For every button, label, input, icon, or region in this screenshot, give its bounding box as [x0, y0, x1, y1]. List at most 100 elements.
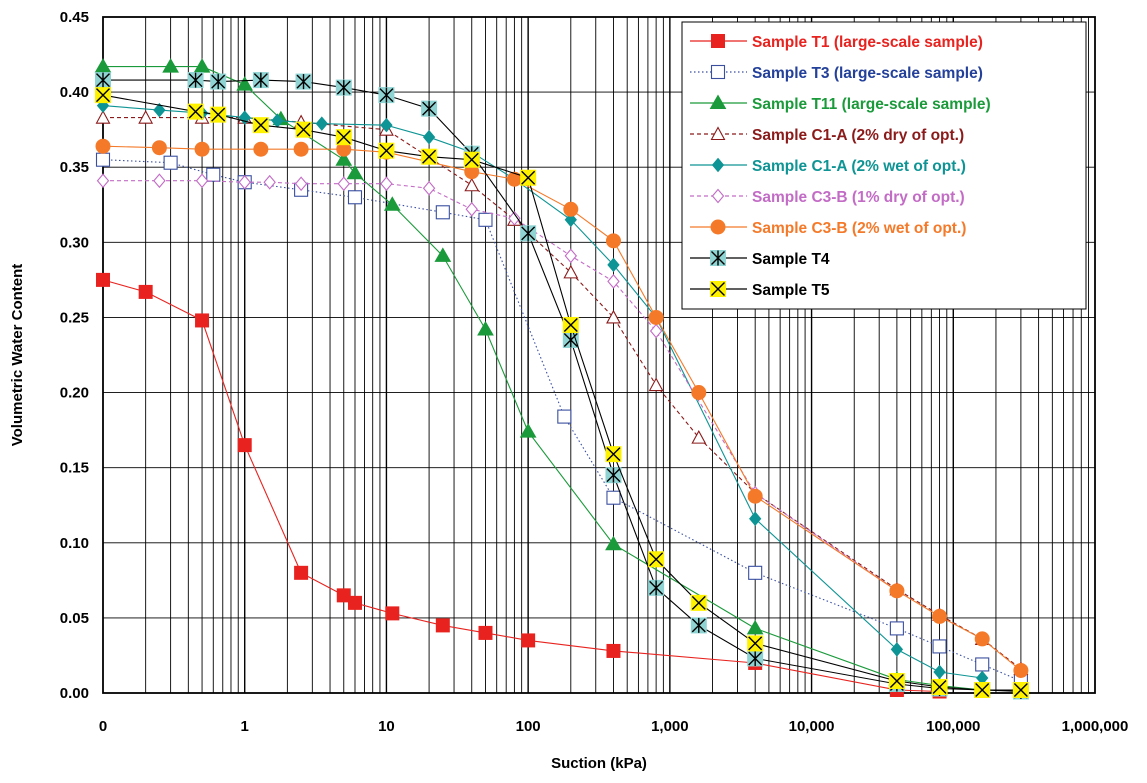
data-point [564, 212, 577, 228]
y-tick-label: 0.15 [60, 460, 89, 477]
data-point [748, 565, 763, 580]
data-point [932, 639, 947, 654]
data-point [463, 151, 480, 168]
data-point [336, 588, 351, 603]
y-tick-label: 0.10 [60, 535, 89, 552]
legend-item: Sample T11 (large-scale sample) [690, 94, 991, 113]
data-point [153, 173, 166, 189]
legend-marker [710, 126, 726, 141]
series-line [103, 180, 898, 592]
data-point [94, 58, 112, 73]
legend-label: Sample C1-A (2% wet of opt.) [752, 158, 966, 175]
data-point [974, 681, 991, 698]
legend: Sample T1 (large-scale sample) Sample T3 … [681, 21, 1087, 310]
data-point [421, 148, 438, 165]
legend-item: Sample C1-A (2% dry of opt.) [690, 126, 964, 144]
data-point [378, 87, 395, 104]
legend-label: Sample C3-B (1% dry of opt.) [752, 189, 965, 206]
y-tick-label: 0.45 [60, 9, 89, 26]
data-point [252, 72, 269, 89]
data-point [263, 174, 276, 190]
data-point [648, 377, 664, 392]
data-point [294, 565, 309, 580]
data-point [253, 141, 269, 157]
x-tick-label: 100,000 [926, 718, 980, 735]
data-point [252, 117, 269, 134]
data-point [194, 141, 210, 157]
y-tick-label: 0.25 [60, 309, 89, 326]
data-point [747, 488, 763, 504]
data-point [975, 657, 990, 672]
data-point [521, 633, 536, 648]
data-point [138, 109, 154, 124]
data-point [380, 117, 393, 133]
data-point [890, 642, 904, 657]
data-point [690, 617, 707, 634]
legend-marker [710, 281, 726, 297]
legend-item: Sample T4 [690, 250, 830, 268]
data-point [746, 619, 764, 635]
data-point [206, 167, 221, 182]
series-9 [95, 87, 1029, 698]
data-point [347, 190, 363, 205]
legend-box [681, 21, 1087, 310]
data-point [648, 309, 664, 325]
legend-marker [711, 157, 725, 173]
x-tick-label: 100 [516, 718, 541, 735]
data-point [1013, 662, 1029, 678]
data-point [195, 313, 210, 328]
data-point [747, 635, 764, 652]
data-point [422, 129, 436, 145]
data-point [163, 155, 178, 170]
legend-label: Sample T1 (large-scale sample) [752, 34, 983, 51]
data-point [236, 76, 254, 91]
data-point [347, 595, 362, 610]
data-point [557, 409, 572, 424]
data-point [315, 116, 328, 131]
legend-item: Sample C1-A (2% wet of opt.) [690, 157, 966, 175]
legend-label: Sample T5 [752, 282, 830, 299]
data-point [648, 579, 665, 596]
data-point [195, 173, 209, 189]
legend-item: Sample C3-B (2% wet of opt.) [690, 219, 966, 237]
data-point [974, 631, 990, 647]
legend-marker [710, 64, 726, 80]
x-axis-title: Suction (kPa) [551, 755, 647, 772]
data-point [932, 608, 948, 624]
data-point [606, 643, 621, 658]
data-point [508, 210, 521, 226]
data-series [94, 58, 1029, 700]
data-point [210, 106, 227, 123]
data-point [162, 58, 179, 73]
data-point [520, 225, 537, 242]
data-point [478, 212, 493, 227]
data-point [335, 151, 353, 166]
data-point [335, 79, 352, 96]
legend-item: Sample T1 (large-scale sample) [690, 34, 983, 51]
data-point [564, 248, 578, 264]
data-point [747, 650, 764, 667]
data-point [238, 174, 251, 190]
data-point [435, 618, 450, 633]
data-point [607, 274, 620, 289]
data-point [931, 678, 948, 695]
legend-marker [711, 34, 725, 48]
data-point [293, 141, 309, 157]
data-point [562, 316, 579, 333]
series-7 [95, 138, 1029, 678]
data-point [434, 247, 452, 262]
x-tick-label: 10,000 [789, 718, 835, 735]
series-1 [96, 272, 947, 699]
data-point [605, 467, 622, 484]
data-point [383, 196, 401, 211]
data-point [605, 535, 622, 551]
legend-label: Sample T4 [752, 251, 830, 268]
data-point [464, 177, 480, 192]
data-point [295, 73, 312, 90]
data-point [520, 169, 537, 186]
legend-label: Sample C3-B (2% wet of opt.) [752, 220, 966, 237]
data-point [346, 164, 364, 180]
legend-item: Sample C3-B (1% dry of opt.) [690, 188, 965, 206]
data-point [691, 385, 707, 401]
y-tick-label: 0.40 [60, 84, 89, 101]
